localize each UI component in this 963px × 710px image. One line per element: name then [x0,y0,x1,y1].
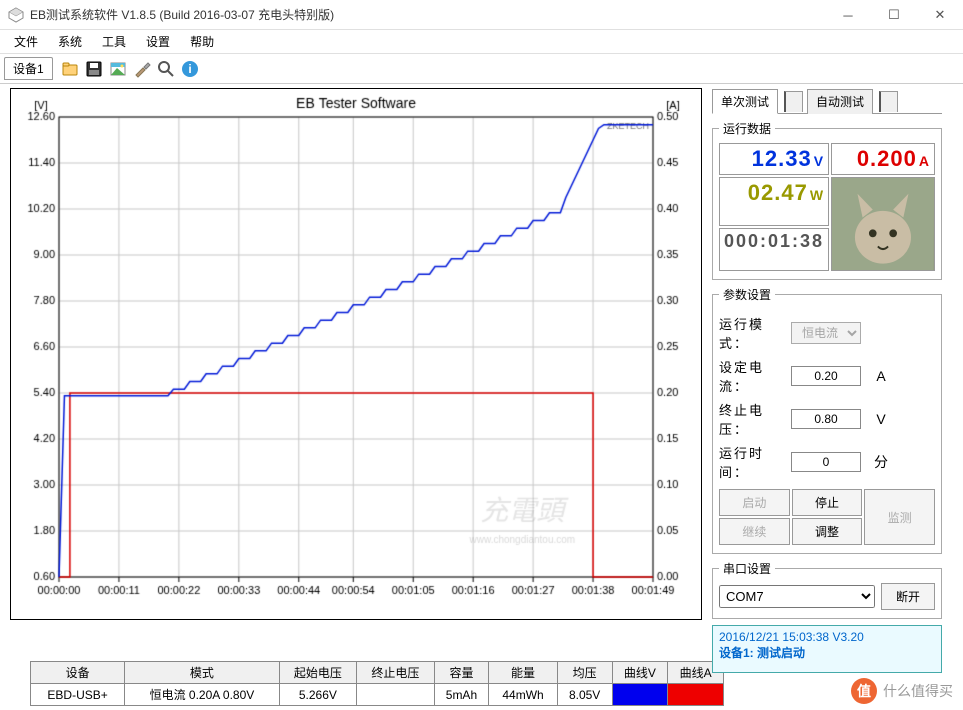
maximize-button[interactable]: ☐ [871,0,917,30]
run-data-title: 运行数据 [719,120,775,137]
td-capacity: 5mAh [434,684,489,706]
cutoff-v-input[interactable] [791,409,861,429]
mode-label: 运行模式： [719,314,791,352]
td-curvev-swatch[interactable] [612,684,668,706]
th-startv[interactable]: 起始电压 [279,662,356,684]
footer-watermark: 值 什么值得买 [851,678,953,704]
params-group: 参数设置 运行模式： 恒电流 设定电流： A 终止电压： V 运行时间： 分 [712,286,942,554]
th-mode[interactable]: 模式 [125,662,279,684]
com-port-select[interactable]: COM7 [719,585,875,608]
set-current-unit: A [869,368,893,384]
runtime-unit: 分 [869,452,893,472]
picture-icon[interactable] [107,58,129,80]
th-curvev[interactable]: 曲线V [612,662,668,684]
save-icon[interactable] [83,58,105,80]
app-icon [8,7,24,23]
menu-settings[interactable]: 设置 [138,31,178,52]
set-current-label: 设定电流： [719,357,791,395]
th-energy[interactable]: 能量 [489,662,557,684]
td-energy: 44mWh [489,684,557,706]
window-title: EB测试系统软件 V1.8.5 (Build 2016-03-07 充电头特别版… [30,6,955,23]
stop-button[interactable]: 停止 [792,489,863,516]
th-endv[interactable]: 终止电压 [357,662,434,684]
th-capacity[interactable]: 容量 [434,662,489,684]
menu-system[interactable]: 系统 [50,31,90,52]
runtime-input[interactable] [791,452,861,472]
continue-button[interactable]: 继续 [719,518,790,545]
mode-select[interactable]: 恒电流 [791,322,861,344]
tools-icon[interactable] [131,58,153,80]
log-message: 设备1: 测试启动 [719,644,935,661]
serial-title: 串口设置 [719,560,775,577]
adjust-button[interactable]: 调整 [792,518,863,545]
start-button[interactable]: 启动 [719,489,790,516]
time-readout: 000:01:38 [719,228,829,272]
thumbnail-image [831,177,935,271]
current-readout: 0.200A [831,143,935,175]
cutoff-v-unit: V [869,411,893,427]
td-avgv: 8.05V [557,684,612,706]
set-current-input[interactable] [791,366,861,386]
close-button[interactable]: ✕ [917,0,963,30]
params-title: 参数设置 [719,286,775,303]
tab-auto[interactable]: 自动测试 [807,89,873,114]
table-row[interactable]: EBD-USB+ 恒电流 0.20A 0.80V 5.266V 5mAh 44m… [31,684,724,706]
titlebar: EB测试系统软件 V1.8.5 (Build 2016-03-07 充电头特别版… [0,0,963,30]
serial-group: 串口设置 COM7 断开 [712,560,942,619]
td-startv: 5.266V [279,684,356,706]
disconnect-button[interactable]: 断开 [881,583,935,610]
td-mode: 恒电流 0.20A 0.80V [125,684,279,706]
menu-file[interactable]: 文件 [6,31,46,52]
footer-brand: 什么值得买 [883,681,953,701]
chart-canvas [10,88,702,620]
log-panel: 2016/12/21 15:03:38 V3.20 设备1: 测试启动 [712,625,942,673]
td-endv [357,684,434,706]
footer-badge-icon: 值 [851,678,877,704]
run-data-group: 运行数据 12.33V 0.200A 02.47W 000: [712,120,942,280]
log-timestamp: 2016/12/21 15:03:38 V3.20 [719,630,935,644]
menubar: 文件 系统 工具 设置 帮助 [0,30,963,54]
chart-container [10,88,704,657]
zoom-icon[interactable] [155,58,177,80]
td-device: EBD-USB+ [31,684,125,706]
device-tab[interactable]: 设备1 [4,57,53,80]
th-device[interactable]: 设备 [31,662,125,684]
toolbar: 设备1 i [0,54,963,84]
menu-tools[interactable]: 工具 [94,31,134,52]
data-table: 设备 模式 起始电压 终止电压 容量 能量 均压 曲线V 曲线A EBD-USB… [30,661,724,706]
th-avgv[interactable]: 均压 [557,662,612,684]
menu-help[interactable]: 帮助 [182,31,222,52]
minimize-button[interactable]: ─ [825,0,871,30]
info-icon[interactable]: i [179,58,201,80]
voltage-readout: 12.33V [719,143,829,175]
cutoff-v-label: 终止电压： [719,400,791,438]
power-readout: 02.47W [719,177,829,226]
tab-single[interactable]: 单次测试 [712,89,778,114]
open-icon[interactable] [59,58,81,80]
svg-text:i: i [188,62,191,76]
test-tabs: 单次测试 自动测试 [712,88,942,114]
runtime-label: 运行时间： [719,443,791,481]
monitor-button[interactable]: 监测 [864,489,935,545]
